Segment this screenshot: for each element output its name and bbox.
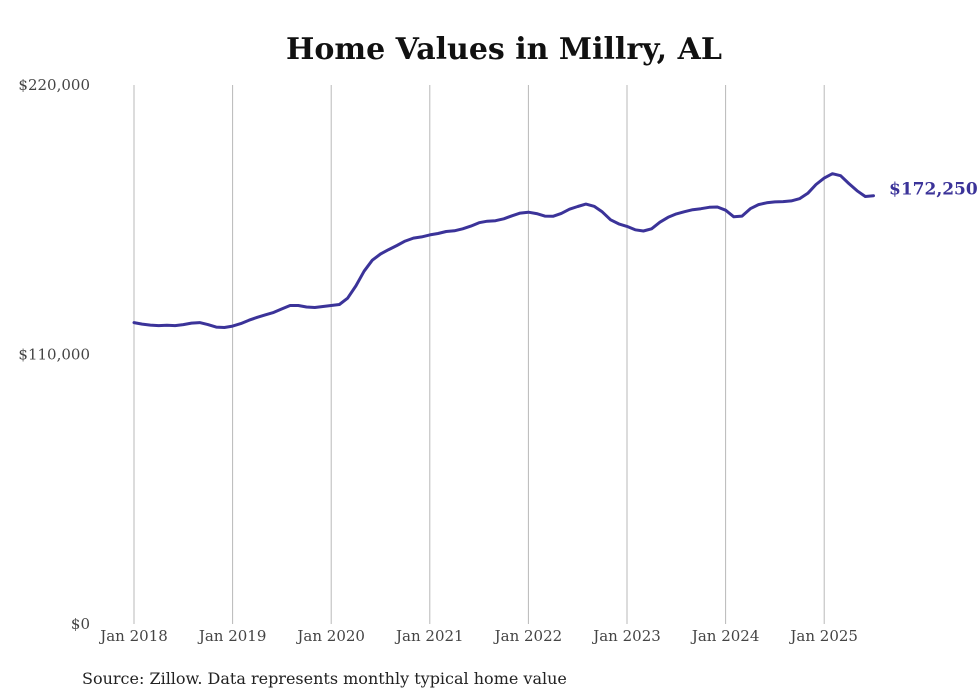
x-tick-label: Jan 2018 xyxy=(98,627,168,645)
x-tick-label: Jan 2025 xyxy=(788,627,858,645)
x-tick-label: Jan 2020 xyxy=(295,627,365,645)
vertical-gridlines xyxy=(133,85,825,624)
end-value-label: $172,250 xyxy=(889,180,978,200)
y-tick-label: $220,000 xyxy=(18,76,90,94)
source-note: Source: Zillow. Data represents monthly … xyxy=(82,669,567,688)
x-tick-label: Jan 2019 xyxy=(197,627,267,645)
y-tick-label: $0 xyxy=(71,615,90,633)
home-value-series-line xyxy=(132,172,875,329)
x-tick-label: Jan 2023 xyxy=(591,627,661,645)
y-tick-label: $110,000 xyxy=(18,346,90,364)
y-axis-tick-labels: $0 $110,000 $220,000 xyxy=(18,76,90,633)
chart-title: Home Values in Millry, AL xyxy=(286,32,722,67)
x-tick-label: Jan 2021 xyxy=(394,627,464,645)
x-tick-label: Jan 2024 xyxy=(690,627,760,645)
x-axis-tick-labels: Jan 2018 Jan 2019 Jan 2020 Jan 2021 Jan 2022… xyxy=(98,627,858,645)
x-tick-label: Jan 2022 xyxy=(493,627,563,645)
